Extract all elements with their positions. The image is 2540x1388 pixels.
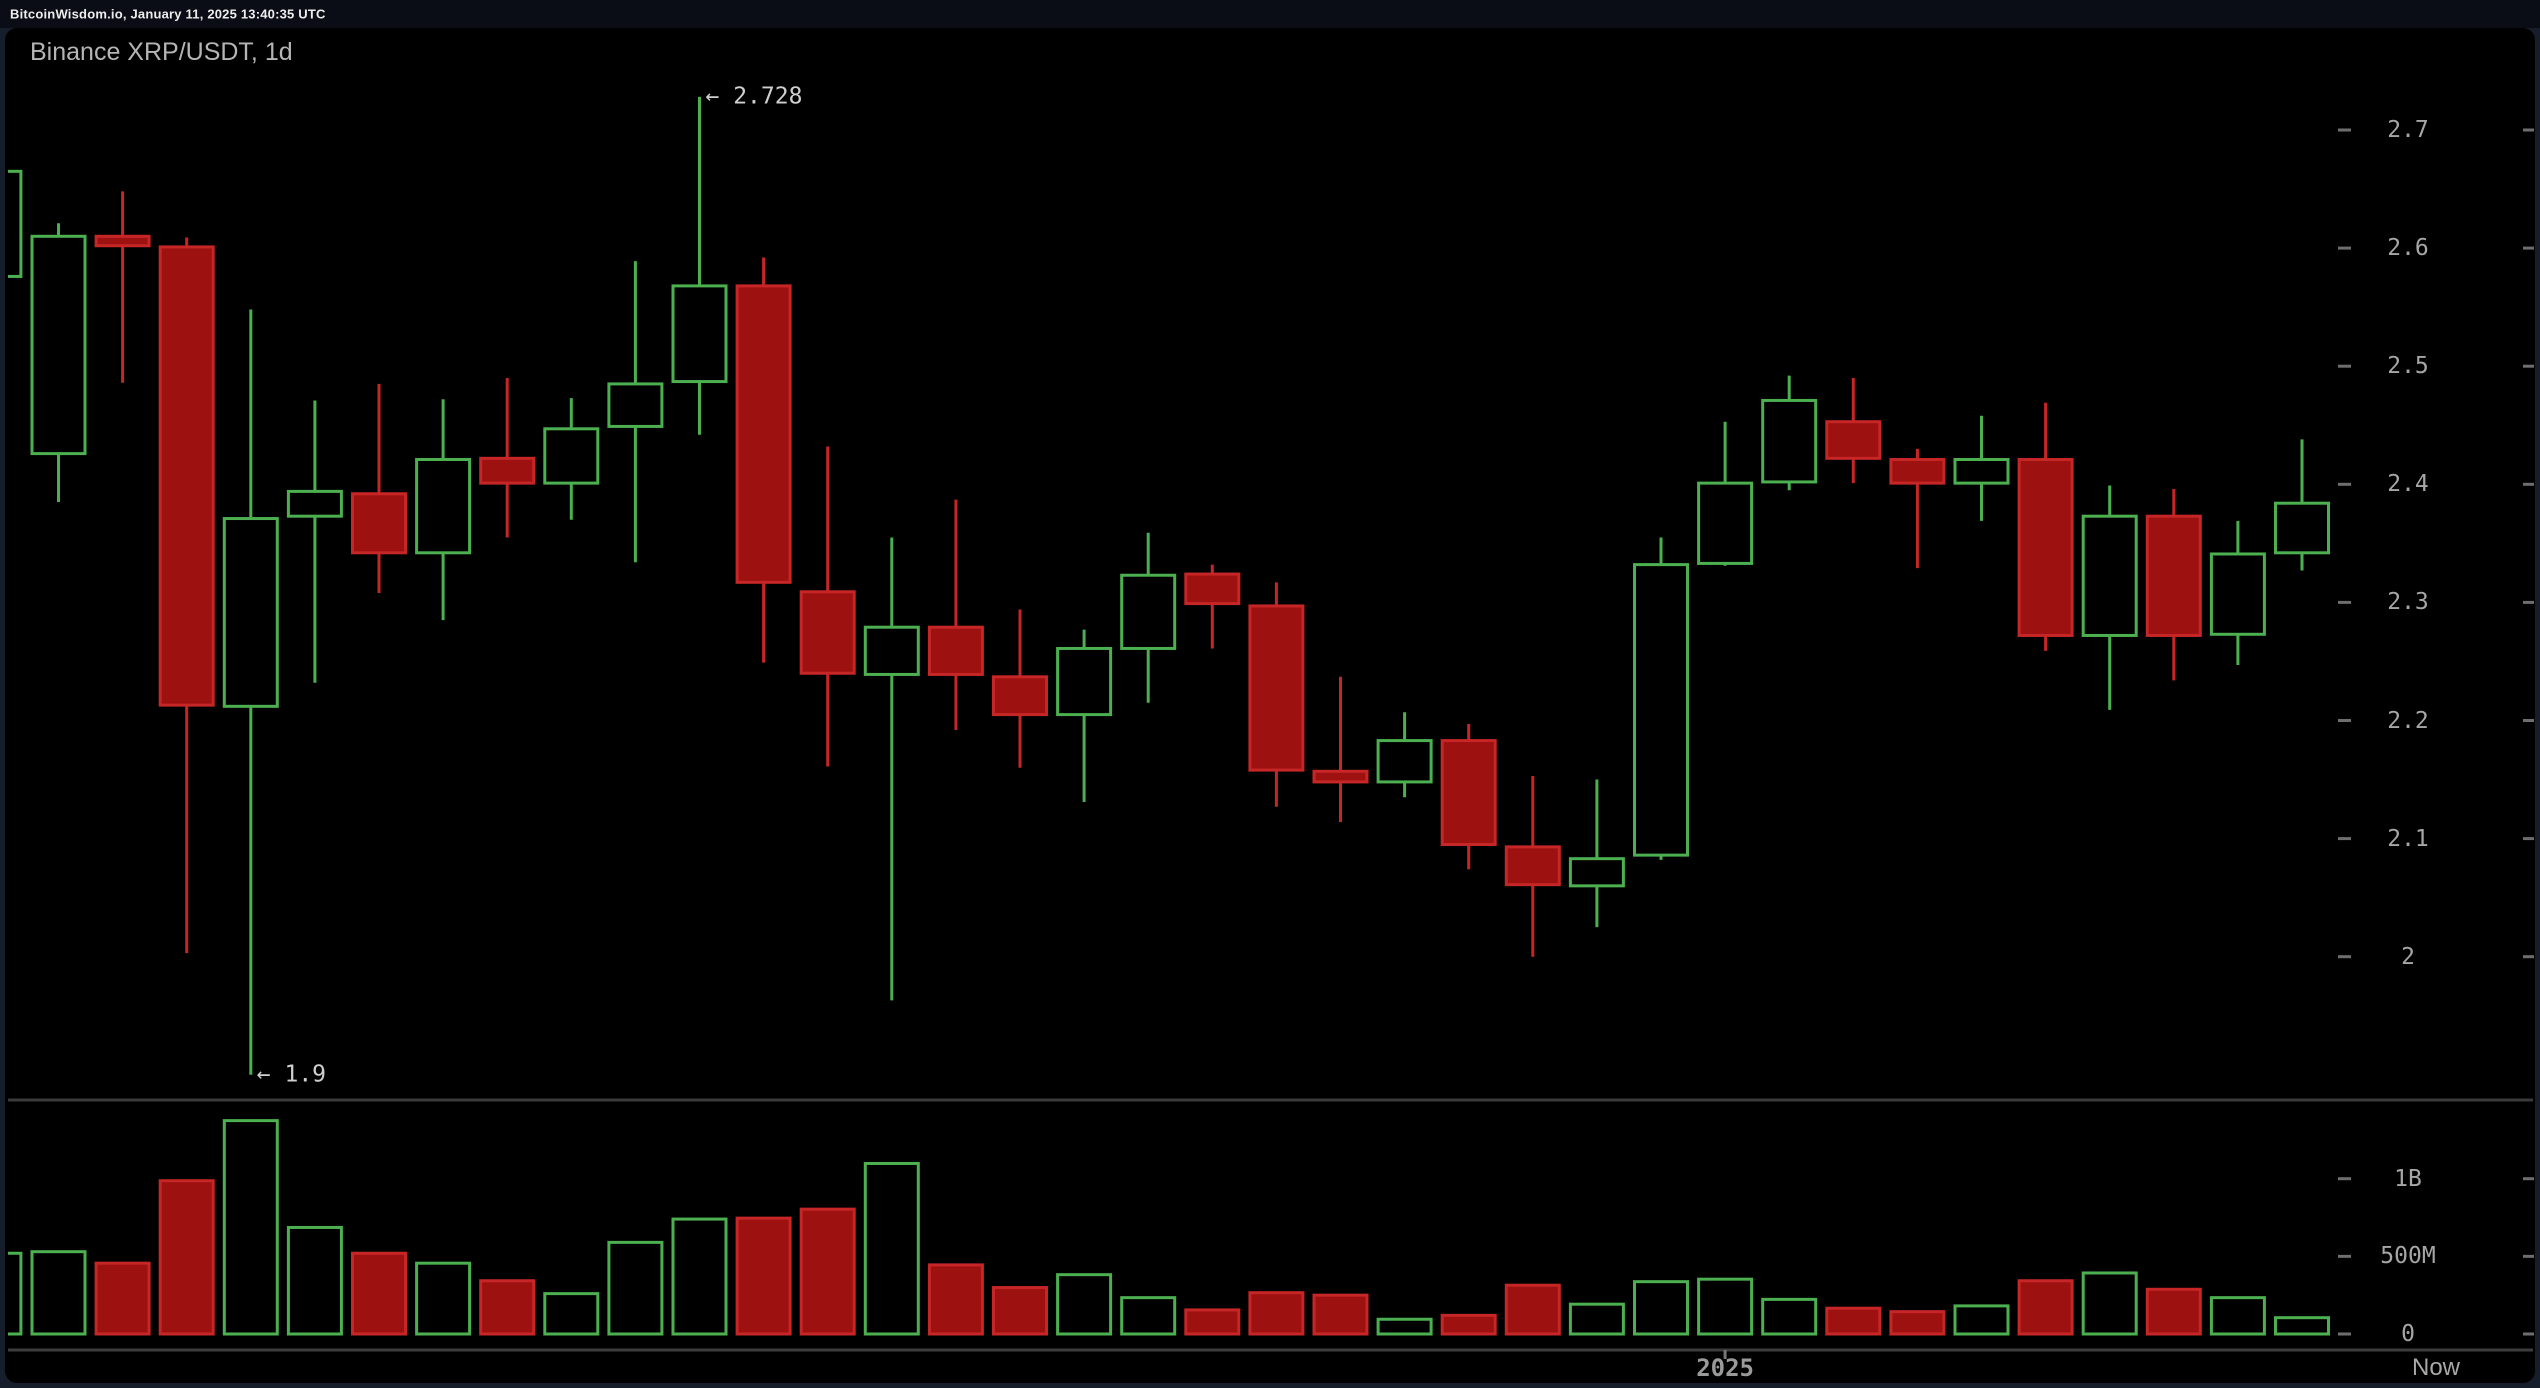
candlestick bbox=[1825, 378, 1882, 484]
volume-bar bbox=[94, 1261, 151, 1336]
axis-lines bbox=[8, 1098, 2533, 1352]
volume-bar bbox=[799, 1207, 856, 1336]
price-axis-label: 2.7 bbox=[2387, 117, 2429, 143]
price-axis-label: 2.4 bbox=[2387, 471, 2429, 498]
price-axis-label: 2 bbox=[2401, 943, 2415, 970]
candlestick bbox=[1568, 779, 1625, 928]
volume-bar bbox=[1633, 1280, 1689, 1336]
price-axis-label: 2.3 bbox=[2387, 589, 2429, 616]
candlestick bbox=[543, 398, 600, 520]
candlestick bbox=[30, 223, 87, 503]
volume-bar bbox=[1504, 1283, 1561, 1336]
candlestick bbox=[799, 446, 856, 767]
volume-bar bbox=[479, 1279, 536, 1336]
candlestick bbox=[222, 309, 279, 1075]
candlestick bbox=[158, 237, 215, 954]
volume-bar bbox=[1120, 1296, 1177, 1336]
candlestick bbox=[863, 537, 920, 1001]
price-axis-label: 2.1 bbox=[2387, 825, 2429, 852]
candlestick bbox=[1056, 629, 1113, 802]
volume-bar bbox=[1056, 1273, 1113, 1336]
volume-bar bbox=[735, 1216, 792, 1336]
axis-ticks bbox=[1723, 128, 2534, 1359]
candlestick bbox=[671, 96, 728, 435]
candlestick bbox=[1312, 676, 1369, 823]
candlestick bbox=[2145, 489, 2202, 681]
volume-bar bbox=[1312, 1293, 1369, 1336]
volume-bar bbox=[671, 1217, 728, 1336]
volume-bar bbox=[1953, 1304, 2010, 1336]
volume-bar bbox=[2145, 1287, 2202, 1336]
volume-bar bbox=[607, 1240, 664, 1336]
volume-bar bbox=[1440, 1313, 1497, 1336]
volume-bar bbox=[2017, 1279, 2074, 1336]
price-axis-label: 2.2 bbox=[2387, 707, 2429, 734]
candlestick bbox=[992, 609, 1048, 768]
price-axis-label: 2.5 bbox=[2387, 353, 2429, 380]
candlestick bbox=[1633, 537, 1689, 860]
volume-bar bbox=[415, 1261, 472, 1336]
candlestick bbox=[1697, 421, 1754, 566]
volume-bar bbox=[1184, 1308, 1241, 1336]
volume-bar bbox=[927, 1263, 984, 1336]
candlestick bbox=[351, 383, 407, 593]
volume-bar bbox=[1376, 1317, 1433, 1336]
volume-bar bbox=[2209, 1296, 2266, 1336]
candlestick bbox=[94, 191, 151, 383]
candlestick bbox=[1504, 776, 1561, 957]
candlestick bbox=[2017, 402, 2074, 651]
year-label: 2025 bbox=[1696, 1354, 1754, 1382]
volume-bar bbox=[158, 1179, 215, 1336]
candlestick bbox=[735, 257, 792, 663]
browser-status-bar: BitcoinWisdom.io, January 11, 2025 13:40… bbox=[0, 0, 2540, 28]
volume-bar bbox=[1889, 1310, 1946, 1336]
chart-title: Binance XRP/USDT, 1d bbox=[30, 38, 293, 66]
candlestick bbox=[1761, 375, 1818, 491]
candlestick bbox=[607, 261, 664, 563]
candlestick bbox=[1440, 724, 1497, 870]
candlestick bbox=[927, 499, 984, 730]
volume-bar bbox=[863, 1161, 920, 1336]
candlestick bbox=[2274, 439, 2330, 571]
candlestick bbox=[1184, 564, 1241, 649]
volume-bar bbox=[1568, 1302, 1625, 1336]
candlestick bbox=[1953, 415, 2010, 521]
volume-bar bbox=[543, 1292, 600, 1336]
volume-bar bbox=[2081, 1271, 2138, 1336]
candlestick bbox=[1889, 448, 1946, 569]
status-bar-text: BitcoinWisdom.io, January 11, 2025 13:40… bbox=[10, 6, 326, 22]
volume-bar bbox=[992, 1286, 1048, 1336]
volume-bar bbox=[351, 1251, 407, 1336]
high-price-annotation: ← 2.728 bbox=[705, 83, 803, 110]
volume-bar bbox=[2274, 1316, 2330, 1336]
volume-axis-label: 1B bbox=[2394, 1165, 2422, 1192]
price-pane[interactable] bbox=[0, 96, 2330, 1075]
volume-bar bbox=[30, 1250, 87, 1336]
candlestick bbox=[1120, 532, 1177, 703]
candlestick bbox=[479, 378, 536, 538]
volume-bar bbox=[8, 1251, 23, 1336]
volume-bar bbox=[1761, 1297, 1818, 1336]
candlestick bbox=[8, 169, 23, 278]
now-label: Now bbox=[2411, 1354, 2461, 1381]
volume-axis-label: 500M bbox=[2380, 1243, 2436, 1270]
volume-bar bbox=[1825, 1306, 1882, 1336]
low-price-annotation: ← 1.9 bbox=[256, 1061, 327, 1088]
candlestick bbox=[1248, 582, 1305, 807]
volume-axis-label: 0 bbox=[2401, 1321, 2415, 1347]
candlestick bbox=[1376, 712, 1433, 798]
volume-pane[interactable] bbox=[0, 1119, 2330, 1336]
volume-bar bbox=[222, 1119, 279, 1336]
candlestick bbox=[415, 399, 472, 621]
candlestick bbox=[2209, 520, 2266, 665]
volume-bar bbox=[1697, 1277, 1754, 1336]
volume-bar bbox=[286, 1225, 343, 1336]
candlestick bbox=[286, 400, 343, 683]
volume-bar bbox=[1248, 1291, 1305, 1336]
candlestick bbox=[2081, 485, 2138, 710]
price-axis-label: 2.6 bbox=[2387, 235, 2429, 262]
